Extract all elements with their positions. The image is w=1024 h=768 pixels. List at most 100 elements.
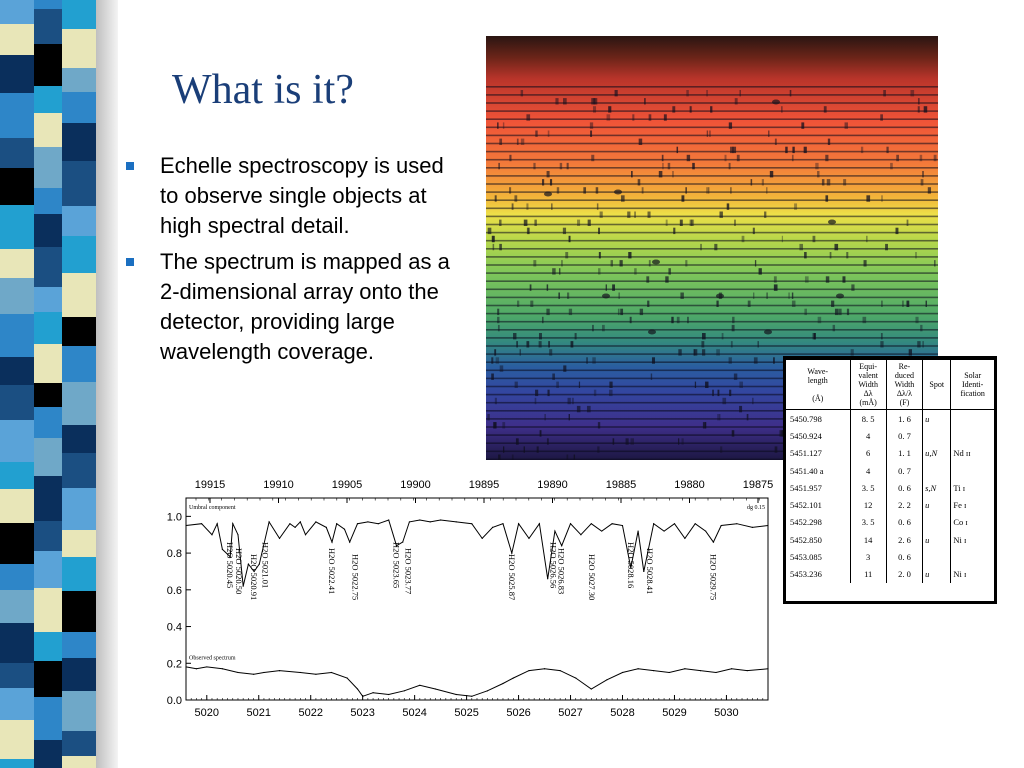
order-gap	[486, 304, 938, 307]
data-point	[206, 666, 208, 668]
absorption-line	[694, 381, 697, 388]
absorption-line	[599, 211, 603, 218]
stripe-segment	[62, 632, 96, 658]
absorption-line	[535, 389, 539, 397]
data-point	[419, 684, 421, 686]
absorption-line	[533, 162, 536, 170]
data-point	[331, 541, 333, 543]
absorption-line	[589, 122, 594, 129]
data-point	[402, 541, 404, 543]
absorption-line	[511, 203, 514, 210]
x-tick-label: 5020	[195, 707, 219, 719]
order-gap	[486, 377, 938, 380]
data-point	[200, 523, 203, 525]
data-point	[315, 673, 317, 675]
data-point	[731, 668, 733, 670]
absorption-line	[860, 146, 864, 154]
order-gap	[486, 167, 938, 169]
dark-feature	[828, 219, 836, 225]
stripe-segment	[62, 658, 96, 691]
absorption-line	[552, 268, 556, 275]
data-point	[289, 523, 291, 525]
absorption-line	[915, 252, 917, 259]
order-gap	[486, 102, 938, 104]
absorption-line	[883, 90, 886, 97]
absorption-line	[826, 179, 831, 186]
umbral-component-line	[185, 519, 769, 587]
absorption-line	[602, 324, 605, 332]
absorption-line	[628, 252, 632, 259]
stripe-segment	[0, 663, 34, 688]
absorption-line	[927, 187, 932, 194]
absorption-line	[906, 300, 910, 307]
absorption-line	[739, 90, 741, 97]
absorption-line	[731, 430, 735, 437]
absorption-line	[886, 146, 889, 154]
stripe-segment	[34, 9, 62, 44]
absorption-line	[739, 381, 743, 388]
stripe-segment	[34, 740, 62, 768]
data-point	[538, 523, 540, 525]
data-point	[606, 679, 608, 681]
data-point	[502, 523, 504, 525]
data-point	[512, 677, 514, 679]
absorption-line	[890, 162, 893, 170]
absorption-line	[509, 154, 512, 162]
absorption-line	[831, 300, 835, 307]
absorption-line	[702, 333, 706, 340]
absorption-line	[544, 414, 546, 421]
data-point	[668, 671, 670, 674]
data-point	[185, 524, 187, 527]
line-annotation: H2O 5020.91	[249, 554, 259, 600]
table-cell: 5452.101	[790, 500, 822, 511]
data-point	[684, 537, 686, 539]
absorption-line	[523, 446, 525, 453]
absorption-line	[733, 373, 738, 380]
absorption-line	[651, 357, 655, 364]
absorption-line	[574, 333, 577, 340]
table-cell: 12	[849, 496, 887, 514]
table-cell: 4	[849, 461, 887, 480]
table-cell: 5453.085	[790, 552, 822, 563]
header-line: Equi-	[859, 362, 878, 371]
absorption-line	[710, 106, 713, 113]
absorption-line	[862, 316, 867, 324]
absorption-line	[533, 260, 537, 267]
absorption-line	[728, 357, 732, 364]
stripe-segment	[34, 632, 62, 661]
x-tick-label: 5022	[298, 707, 322, 719]
absorption-line	[591, 98, 594, 105]
absorption-line	[720, 446, 723, 453]
absorption-line	[546, 171, 550, 178]
absorption-line	[609, 389, 613, 397]
stripe-segment	[62, 92, 96, 123]
order-gap	[486, 231, 938, 234]
stripe-segment	[34, 287, 62, 312]
absorption-line	[791, 300, 796, 307]
absorption-line	[509, 187, 512, 194]
header-line: Δλ/λ	[896, 389, 913, 398]
absorption-line	[515, 438, 519, 445]
absorption-line	[526, 341, 530, 348]
absorption-line	[728, 162, 731, 170]
absorption-line	[547, 389, 550, 397]
observed-spectrum-label: Observed spectrum	[189, 655, 236, 661]
absorption-line	[757, 341, 759, 348]
stripe-segment	[62, 317, 96, 346]
order-gap	[486, 264, 938, 266]
data-point	[528, 670, 530, 672]
absorption-line	[487, 227, 492, 235]
order-gap	[486, 183, 938, 185]
data-point	[362, 695, 364, 697]
stripe-segment	[0, 168, 34, 205]
table-cell: Ti ɪ	[950, 479, 994, 497]
absorption-line	[632, 114, 635, 121]
data-point	[517, 523, 520, 525]
dark-feature	[836, 293, 844, 299]
absorption-line	[685, 260, 688, 267]
data-point	[216, 523, 218, 525]
table-cell	[950, 461, 994, 480]
stripe-segment	[0, 720, 34, 759]
absorption-line	[717, 389, 720, 397]
absorption-line	[648, 114, 652, 121]
